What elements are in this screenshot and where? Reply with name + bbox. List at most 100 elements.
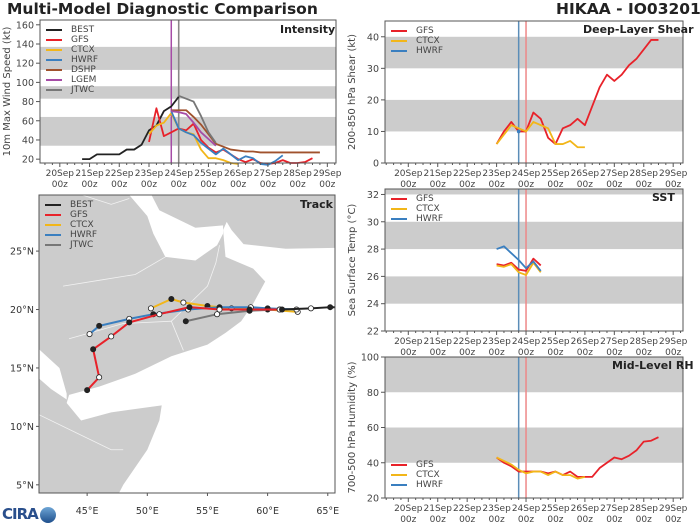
border-line <box>68 320 184 351</box>
track-line <box>282 306 335 311</box>
x-tick-label-hour: 00z <box>489 515 505 525</box>
rh-legend: GFS CTCX HWRF <box>391 460 443 490</box>
x-tick-label-date: 21Sep <box>424 169 453 179</box>
legend-label: JTWC <box>71 85 95 95</box>
legend-label: CTCX <box>416 204 440 214</box>
x-tick-label-hour: 00z <box>52 180 68 190</box>
legend-swatch <box>391 49 407 53</box>
legend-label: CTCX <box>70 220 94 230</box>
red-sea <box>39 349 67 400</box>
legend-swatch <box>45 243 61 247</box>
legend-label: DSHP <box>71 65 96 75</box>
x-tick-label-date: 20Sep <box>46 169 75 179</box>
legend-label: CTCX <box>71 45 95 55</box>
shaded-band <box>385 427 683 463</box>
x-tick-label-date: 29Sep <box>313 169 342 179</box>
shaded-band <box>385 99 683 132</box>
legend-label: CTCX <box>416 470 440 480</box>
track-legend: BEST GFS CTCX HWRF JTWC <box>45 200 97 250</box>
sst-legend: GFS CTCX HWRF <box>391 194 443 224</box>
sst-panel-title: SST <box>652 191 675 204</box>
legend-entry-ctcx: CTCX <box>391 36 443 46</box>
legend-swatch <box>391 39 407 43</box>
track-point <box>216 306 223 313</box>
x-tick-label-date: 21Sep <box>424 504 453 514</box>
x-tick-label-date: 28Sep <box>630 337 659 347</box>
legend-label: GFS <box>416 26 434 36</box>
legend-label: HWRF <box>71 55 99 65</box>
shaded-band <box>40 86 336 99</box>
x-tick-label-hour: 00z <box>200 180 216 190</box>
x-tick-label-date: 20Sep <box>394 337 423 347</box>
cira-logo-text: CIRA <box>2 505 39 523</box>
x-tick-label-hour: 00z <box>665 515 681 525</box>
track-point <box>168 296 175 303</box>
legend-swatch <box>391 217 407 221</box>
track-point <box>186 304 193 311</box>
x-tick-label-date: 26Sep <box>571 337 600 347</box>
x-tick-label-hour: 00z <box>606 180 622 190</box>
track-point <box>214 311 221 318</box>
shear-y-axis-label: 200-850 hPa Shear (kt) <box>347 34 358 150</box>
legend-label: BEST <box>70 200 94 210</box>
x-tick-label-hour: 00z <box>319 180 335 190</box>
intensity-legend: BEST GFS CTCX HWRF DSHP LGEM JTWC <box>46 25 98 95</box>
legend-swatch <box>46 58 62 62</box>
x-tick-label-date: 22Sep <box>453 337 482 347</box>
x-tick-label-date: 23Sep <box>482 337 511 347</box>
x-tick-label-hour: 00z <box>400 180 416 190</box>
x-tick-label-hour: 00z <box>430 515 446 525</box>
rh-panel: 20Sep00z21Sep00z22Sep00z23Sep00z24Sep00z… <box>347 353 688 525</box>
legend-entry-ctcx: CTCX <box>391 470 443 480</box>
legend-entry-best: BEST <box>45 200 97 210</box>
legend-label: BEST <box>71 25 95 35</box>
x-tick-label-date: 24Sep <box>512 504 541 514</box>
x-tick-label-hour: 00z <box>400 348 416 358</box>
sst-panel: 20Sep00z21Sep00z22Sep00z23Sep00z24Sep00z… <box>347 188 688 358</box>
x-tick-label-hour: 00z <box>636 348 652 358</box>
x-tick-label-date: 25Sep <box>541 337 570 347</box>
series-best <box>82 96 180 161</box>
shaded-band <box>385 221 683 250</box>
x-tick-label-date: 28Sep <box>630 169 659 179</box>
legend-label: HWRF <box>416 46 444 56</box>
y-tick-label: 60 <box>22 116 34 127</box>
legend-entry-gfs: GFS <box>391 26 443 36</box>
x-tick-label-hour: 00z <box>489 348 505 358</box>
legend-swatch <box>46 78 62 82</box>
shear-frame <box>384 20 684 164</box>
legend-label: GFS <box>416 460 434 470</box>
x-tick-label-hour: 00z <box>489 180 505 190</box>
x-tick-label-hour: 00z <box>81 180 97 190</box>
legend-label: GFS <box>71 35 89 45</box>
legend-entry-best: BEST <box>46 25 98 35</box>
sst-y-axis-label: Sea Surface Temp (°C) <box>347 204 358 317</box>
track-point <box>156 311 163 318</box>
x-tick-label: 50°E <box>136 506 159 517</box>
track-point <box>246 306 253 313</box>
x-tick-label-hour: 00z <box>636 180 652 190</box>
legend-entry-hwrf: HWRF <box>391 214 443 224</box>
legend-swatch <box>45 233 61 237</box>
legend-label: JTWC <box>70 240 94 250</box>
shaded-band <box>385 36 683 69</box>
shear-panel-title: Deep-Layer Shear <box>583 23 694 36</box>
y-tick-label: 100 <box>361 353 379 364</box>
legend-swatch <box>391 463 407 467</box>
x-tick-label-hour: 00z <box>547 180 563 190</box>
legend-label: HWRF <box>416 480 444 490</box>
shear-panel: 20Sep00z21Sep00z22Sep00z23Sep00z24Sep00z… <box>347 20 688 190</box>
y-tick-label: 40 <box>367 32 379 43</box>
shear-legend: GFS CTCX HWRF <box>391 26 443 56</box>
legend-label: GFS <box>416 194 434 204</box>
legend-entry-ctcx: CTCX <box>46 45 98 55</box>
x-tick-label-date: 21Sep <box>75 169 104 179</box>
y-tick-label: 40 <box>367 458 379 469</box>
y-tick-label: 5°N <box>16 480 34 491</box>
x-tick-label-date: 26Sep <box>224 169 253 179</box>
shaded-band <box>40 46 336 70</box>
track-point <box>279 306 286 313</box>
track-point <box>86 331 93 338</box>
